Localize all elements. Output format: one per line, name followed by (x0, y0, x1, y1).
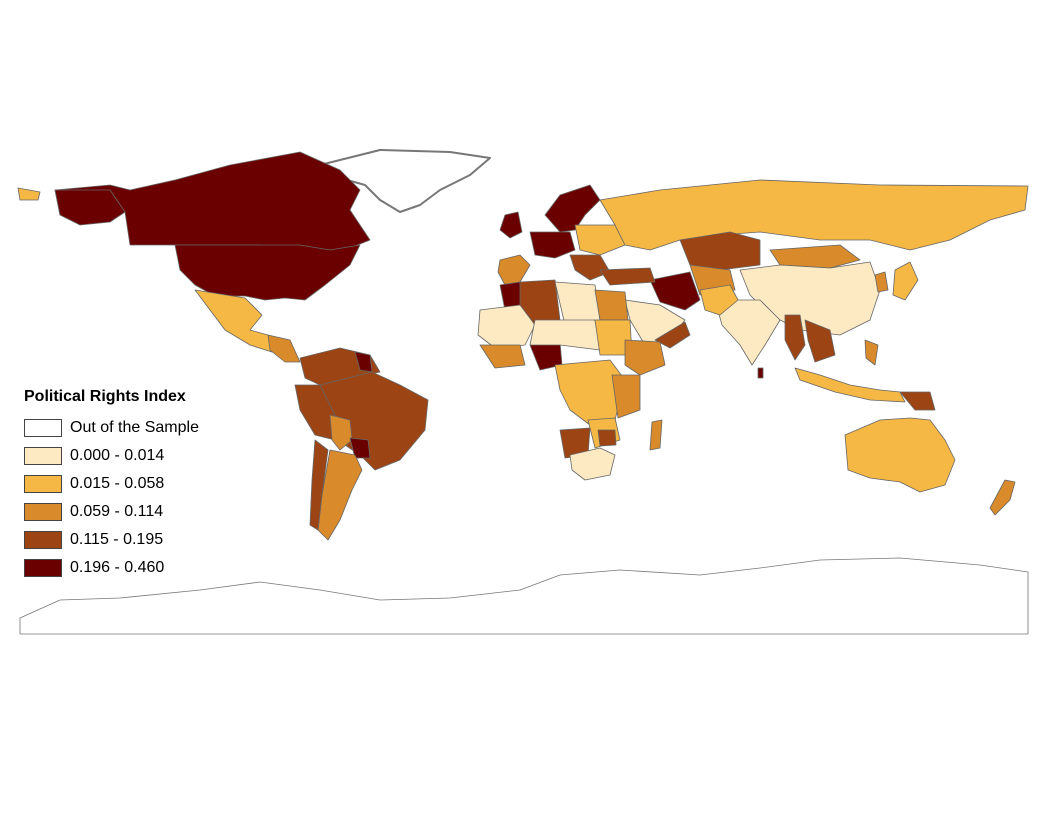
legend-title: Political Rights Index (24, 388, 186, 405)
legend-item-class-3: 0.059 - 0.114 (24, 498, 199, 526)
region-uk (499, 211, 523, 239)
region-pakistan (699, 284, 739, 316)
legend-swatch (24, 503, 62, 521)
region-central-america (267, 334, 301, 363)
region-egypt (594, 289, 629, 321)
region-bolivia (329, 414, 353, 451)
legend-swatch (24, 559, 62, 577)
legend-label: Out of the Sample (70, 419, 199, 436)
region-eastern-europe (574, 224, 626, 256)
region-myanmar (784, 314, 806, 361)
legend-label: 0.015 - 0.058 (70, 475, 165, 492)
region-india (714, 299, 781, 366)
legend-swatch (24, 419, 62, 437)
region-kazakhstan (679, 231, 761, 271)
legend-item-class-1: 0.000 - 0.014 (24, 442, 199, 470)
region-west-africa (477, 304, 536, 349)
region-iran (649, 271, 701, 311)
legend-swatch (24, 475, 62, 493)
region-turkey (599, 267, 656, 286)
region-japan (892, 261, 919, 301)
region-libya-egypt (554, 281, 601, 326)
region-greenland (319, 149, 491, 213)
region-canada (54, 151, 371, 259)
region-madagascar (649, 419, 663, 451)
region-alaska (54, 189, 126, 226)
region-indonesia (794, 367, 906, 403)
region-western-europe (497, 254, 531, 286)
legend-label: 0.059 - 0.114 (70, 503, 164, 520)
region-antarctica (19, 557, 1029, 635)
legend-label: 0.196 - 0.460 (70, 559, 165, 576)
region-chile (309, 439, 329, 531)
region-indochina (804, 319, 836, 363)
legend-label: 0.000 - 0.014 (70, 447, 165, 464)
region-zimbabwe (597, 429, 617, 447)
legend-item-class-2: 0.015 - 0.058 (24, 470, 199, 498)
region-paraguay (349, 437, 371, 459)
region-balkans (569, 254, 611, 281)
region-usa (174, 244, 361, 301)
region-papua (899, 391, 936, 411)
legend-swatch (24, 447, 62, 465)
region-east-africa (611, 374, 641, 419)
region-philippines (864, 339, 879, 366)
region-australia (844, 417, 956, 493)
legend-label: 0.115 - 0.195 (70, 531, 164, 548)
region-central-europe (529, 231, 576, 259)
region-sahel (529, 319, 601, 351)
region-ethiopia (624, 339, 666, 376)
region-south-africa (569, 447, 616, 481)
region-sri-lanka (757, 367, 764, 379)
legend-item-class-5: 0.196 - 0.460 (24, 554, 199, 582)
legend-item-class-4: 0.115 - 0.195 (24, 526, 199, 554)
legend-item-out-of-sample: Out of the Sample (24, 414, 199, 442)
region-mongolia (769, 244, 861, 269)
legend-swatch (24, 531, 62, 549)
region-iceland (17, 187, 41, 201)
map-legend: Political Rights Index Out of the Sample… (24, 388, 199, 582)
region-russia (599, 179, 1029, 251)
region-new-zealand (989, 479, 1016, 516)
region-west-africa-south (479, 344, 526, 369)
region-yemen-oman (654, 321, 691, 349)
region-korea (874, 271, 889, 293)
